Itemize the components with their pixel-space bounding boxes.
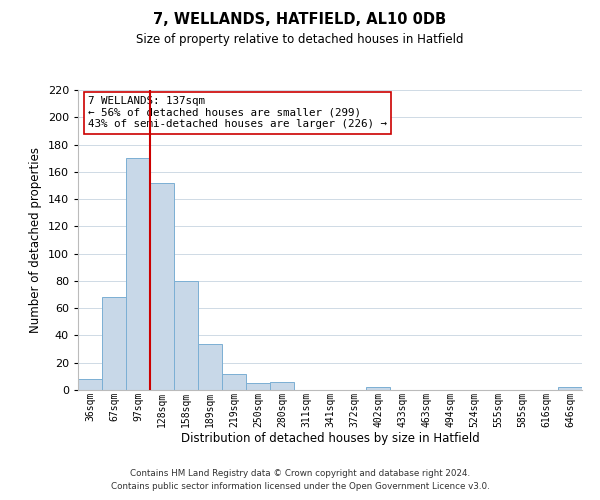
Bar [78, 379, 102, 390]
Text: 7 WELLANDS: 137sqm
← 56% of detached houses are smaller (299)
43% of semi-detach: 7 WELLANDS: 137sqm ← 56% of detached hou… [88, 96, 387, 129]
Bar [198, 344, 222, 390]
X-axis label: Distribution of detached houses by size in Hatfield: Distribution of detached houses by size … [181, 432, 479, 445]
Bar [366, 388, 390, 390]
Bar [270, 382, 294, 390]
Text: Contains HM Land Registry data © Crown copyright and database right 2024.: Contains HM Land Registry data © Crown c… [130, 468, 470, 477]
Text: Size of property relative to detached houses in Hatfield: Size of property relative to detached ho… [136, 32, 464, 46]
Bar [126, 158, 150, 390]
Text: Contains public sector information licensed under the Open Government Licence v3: Contains public sector information licen… [110, 482, 490, 491]
Bar [222, 374, 246, 390]
Bar [174, 281, 198, 390]
Bar [246, 383, 270, 390]
Bar [558, 388, 582, 390]
Bar [150, 182, 174, 390]
Bar [102, 298, 126, 390]
Text: 7, WELLANDS, HATFIELD, AL10 0DB: 7, WELLANDS, HATFIELD, AL10 0DB [154, 12, 446, 28]
Y-axis label: Number of detached properties: Number of detached properties [29, 147, 42, 333]
